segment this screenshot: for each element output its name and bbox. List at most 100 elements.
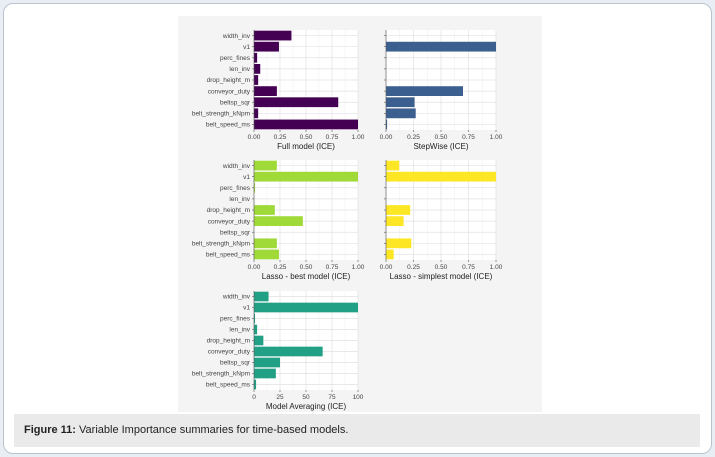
bar-belt_strength_kNpm [386, 238, 412, 249]
y-tick-label: belt_speed_ms [206, 122, 251, 129]
x-tick-label: 0.50 [435, 134, 448, 141]
bar-belt_speed_ms [386, 119, 388, 130]
y-tick-label: beltsp_sqr [220, 360, 251, 367]
bar-v1 [386, 41, 496, 52]
panel-title: Full model (ICE) [277, 142, 335, 151]
bar-beltsp_sqr [254, 97, 339, 108]
panel-title: StepWise (ICE) [413, 142, 468, 151]
x-tick-label: 0.75 [326, 264, 339, 271]
x-tick-label: 0.75 [462, 264, 475, 271]
x-tick-label: 0.00 [380, 264, 393, 271]
bar-width_inv [254, 160, 277, 171]
x-tick-label: 1.00 [352, 264, 365, 271]
bar-conveyor_duty [254, 216, 303, 226]
y-tick-label: len_inv [229, 196, 250, 203]
bar-perc_fines [254, 313, 256, 324]
bar-belt_strength_kNpm [254, 368, 276, 379]
x-tick-label: 0.25 [407, 134, 420, 141]
x-tick-label: 0.25 [274, 134, 287, 141]
bar-conveyor_duty [254, 346, 323, 357]
bar-width_inv [386, 160, 400, 171]
y-tick-label: v1 [243, 174, 250, 181]
y-tick-label: beltsp_sqr [220, 229, 251, 236]
y-tick-label: v1 [243, 44, 250, 51]
bar-belt_strength_kNpm [254, 108, 259, 119]
x-tick-label: 1.00 [352, 134, 365, 141]
bar-belt_speed_ms [386, 249, 394, 260]
bar-belt_speed_ms [254, 119, 358, 130]
x-tick-label: 0.75 [326, 134, 339, 141]
bar-belt_speed_ms [254, 379, 257, 390]
x-tick-label: 75 [328, 394, 336, 401]
x-tick-label: 0.50 [300, 134, 313, 141]
x-tick-label: 0.00 [248, 134, 261, 141]
x-tick-label: 0.50 [300, 264, 313, 271]
y-tick-label: conveyor_duty [208, 88, 251, 95]
bar-len_inv [254, 64, 261, 74]
x-tick-label: 0.75 [462, 134, 475, 141]
bar-belt_strength_kNpm [254, 238, 277, 249]
bar-v1 [254, 171, 358, 182]
bar-v1 [254, 302, 358, 313]
y-tick-label: belt_strength_kNpm [192, 371, 250, 378]
bar-v1 [254, 41, 279, 52]
y-tick-label: belt_speed_ms [206, 252, 251, 259]
y-tick-label: len_inv [229, 66, 250, 73]
y-tick-label: perc_fines [220, 316, 251, 323]
y-tick-label: perc_fines [220, 185, 251, 192]
bar-drop_height_m [386, 205, 411, 215]
bar-conveyor_duty [254, 86, 277, 96]
bar-belt_speed_ms [254, 249, 279, 260]
y-tick-label: belt_strength_kNpm [192, 111, 250, 118]
y-tick-label: conveyor_duty [208, 349, 251, 356]
x-tick-label: 0.00 [248, 264, 261, 271]
x-tick-label: 25 [276, 394, 284, 401]
x-tick-label: 1.00 [490, 264, 503, 271]
panel-title: Lasso - best model (ICE) [262, 272, 351, 281]
y-tick-label: width_inv [222, 294, 251, 301]
charts-svg: width_inv v1 perc_fines len_inv drop_height_… [192, 30, 503, 411]
caption-text: Variable Importance summaries for time-b… [75, 424, 349, 436]
x-tick-label: 0.25 [407, 264, 420, 271]
y-tick-label: drop_height_m [207, 77, 250, 84]
x-tick-label: 0.25 [274, 264, 287, 271]
x-tick-label: 0.00 [380, 134, 393, 141]
bar-perc_fines [254, 182, 256, 193]
x-tick-label: 50 [302, 394, 310, 401]
caption-box: Figure 11: Variable Importance summaries… [14, 414, 700, 447]
bar-conveyor_duty [386, 86, 463, 96]
bar-len_inv [254, 324, 258, 335]
caption-label: Figure 11: [24, 424, 76, 436]
bar-conveyor_duty [386, 216, 404, 226]
x-tick-label: 0.50 [435, 264, 448, 271]
bar-drop_height_m [254, 335, 264, 346]
bar-beltsp_sqr [254, 357, 280, 368]
y-tick-label: width_inv [222, 33, 251, 40]
bar-belt_strength_kNpm [386, 108, 416, 119]
bar-perc_fines [254, 52, 258, 63]
x-tick-label: 1.00 [490, 134, 503, 141]
bar-drop_height_m [254, 75, 259, 85]
bar-width_inv [254, 30, 292, 41]
y-tick-label: belt_strength_kNpm [192, 241, 250, 248]
bar-width_inv [254, 291, 269, 302]
y-tick-label: belt_speed_ms [206, 382, 251, 389]
bar-beltsp_sqr [386, 97, 415, 108]
figure-caption: Figure 11: Variable Importance summaries… [24, 424, 348, 436]
y-tick-label: perc_fines [220, 55, 251, 62]
y-tick-label: v1 [243, 305, 250, 312]
y-tick-label: len_inv [229, 327, 250, 334]
y-tick-label: drop_height_m [207, 338, 250, 345]
page-frame: width_inv v1 perc_fines len_inv drop_height_… [3, 3, 712, 454]
y-tick-label: width_inv [222, 163, 251, 170]
figure-area: width_inv v1 perc_fines len_inv drop_height_… [178, 16, 542, 412]
y-tick-label: conveyor_duty [208, 218, 251, 225]
y-tick-label: beltsp_sqr [220, 99, 251, 106]
x-tick-label: 0 [252, 394, 256, 401]
y-tick-label: drop_height_m [207, 207, 250, 214]
bar-drop_height_m [254, 205, 275, 215]
panel-title: Model Averaging (ICE) [266, 402, 347, 411]
bar-v1 [386, 171, 496, 182]
panel-title: Lasso - simplest model (ICE) [390, 272, 493, 281]
x-tick-label: 100 [353, 394, 364, 401]
